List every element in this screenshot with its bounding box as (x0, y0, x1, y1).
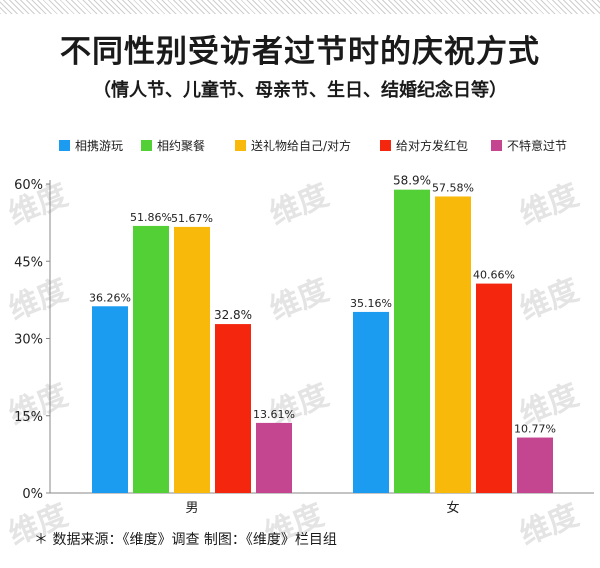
legend-swatch (380, 140, 391, 151)
watermark-text: 维度 (515, 177, 584, 232)
bar (133, 225, 169, 493)
watermark-text: 维度 (515, 497, 584, 552)
bar (517, 437, 553, 493)
y-tick-label: 30% (14, 333, 43, 348)
bar (174, 226, 210, 493)
bar-value-label: 10.77% (514, 423, 556, 436)
bar-value-label: 51.67% (171, 212, 213, 225)
bar-value-label: 51.86% (130, 211, 172, 224)
legend-label: 相携游玩 (75, 138, 123, 153)
bars (92, 189, 553, 494)
bar-value-label: 40.66% (473, 269, 515, 282)
bar-value-label: 32.8% (214, 308, 252, 322)
legend-label: 送礼物给自己/对方 (251, 138, 351, 153)
legend: 相携游玩 相约聚餐 送礼物给自己/对方 给对方发红包 不特意过节 (59, 138, 567, 153)
watermark-text: 维度 (265, 272, 334, 327)
legend-label: 相约聚餐 (157, 138, 205, 153)
x-tick-label: 女 (446, 500, 459, 516)
top-hatch-border (0, 0, 600, 14)
bar (353, 311, 389, 493)
bar (394, 189, 430, 494)
bar-value-label: 57.58% (432, 181, 474, 194)
bar (435, 196, 471, 493)
bar (476, 283, 512, 493)
y-tick-label: 60% (14, 178, 43, 193)
watermark-text: 维度 (4, 272, 73, 327)
y-tick-label: 45% (14, 255, 43, 270)
source-note: ＊ 数据来源：《维度》调查 制图：《维度》栏目组 (34, 532, 337, 548)
bar-value-label: 13.61% (253, 408, 295, 421)
bar (92, 306, 128, 493)
legend-swatch (491, 140, 502, 151)
bar-value-label: 58.9% (393, 174, 431, 188)
watermark-text: 维度 (265, 177, 334, 232)
x-tick-label: 男 (185, 501, 198, 516)
legend-label: 给对方发红包 (396, 138, 468, 153)
y-tick-label: 15% (14, 410, 43, 425)
bar-labels: 36.26% 51.86% 51.67% 32.8% 13.61% 35.16% 58.9%… (89, 174, 556, 436)
legend-swatch (235, 140, 246, 151)
chart-title: 不同性别受访者过节时的庆祝方式 (60, 34, 540, 70)
bar (256, 422, 292, 493)
bar (215, 324, 251, 493)
bar-value-label: 35.16% (350, 297, 392, 310)
watermark-text: 维度 (515, 272, 584, 327)
chart-subtitle: （情人节、儿童节、母亲节、生日、结婚纪念日等） (93, 80, 507, 101)
legend-label: 不特意过节 (507, 138, 567, 153)
bar-value-label: 36.26% (89, 291, 131, 304)
y-tick-label: 0% (22, 487, 43, 502)
legend-swatch (141, 140, 152, 151)
legend-swatch (59, 140, 70, 151)
